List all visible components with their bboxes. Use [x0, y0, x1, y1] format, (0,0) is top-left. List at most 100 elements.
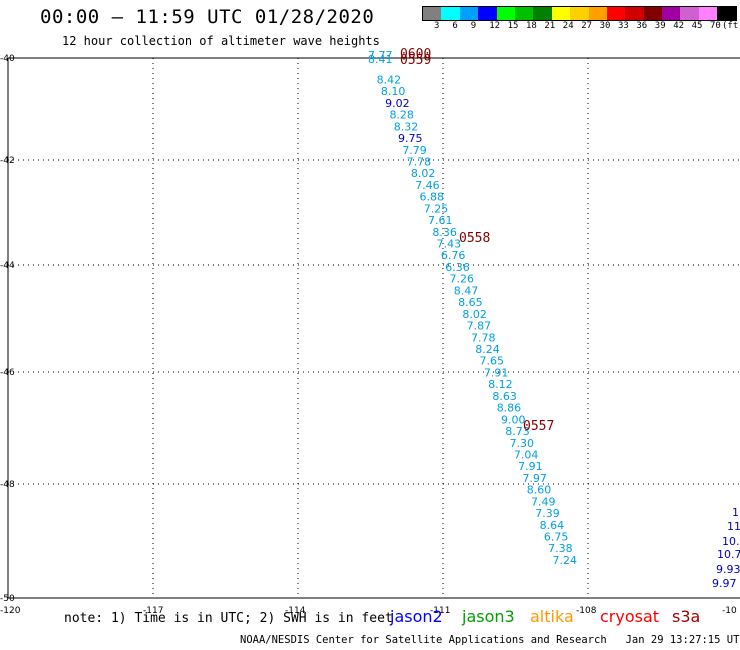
wave-height-value: 8.60 — [527, 484, 552, 497]
legend-swatch — [441, 7, 460, 20]
wave-height-value: 7.26 — [450, 273, 475, 286]
wave-height-value: 8.86 — [497, 402, 522, 415]
wave-height-value: 7.78 — [471, 331, 496, 344]
wave-height-value: 6.88 — [419, 191, 444, 204]
lon-tick-label: -114 — [285, 606, 306, 616]
legend-label: 27 — [581, 21, 593, 31]
wave-height-value: 9.93 — [716, 563, 740, 576]
legend-label: 15 — [507, 21, 519, 31]
wave-height-value: 9.00 — [501, 413, 526, 426]
wave-height-value: 7.39 — [535, 507, 560, 520]
wave-height-value: 6.75 — [544, 531, 569, 544]
wave-height-value: 8.47 — [454, 284, 479, 297]
wave-height-value: 6.76 — [441, 249, 466, 262]
wave-height-value: 10.7 — [717, 548, 740, 561]
wave-height-value: 8.02 — [462, 308, 487, 321]
wave-height-value: 7.91 — [484, 366, 509, 379]
credit-line: NOAA/NESDIS Center for Satellite Applica… — [240, 634, 740, 646]
wave-height-value: 1 — [732, 506, 739, 519]
wave-height-value: 8.42 — [377, 73, 402, 86]
lon-tick-label: -117 — [143, 606, 163, 616]
lat-tick-label: -44 — [0, 261, 15, 271]
wave-height-value: 8.24 — [475, 343, 500, 356]
legend-label: 33 — [618, 21, 629, 31]
wave-height-value: 7.46 — [415, 179, 440, 192]
wave-height-value: 7.25 — [424, 202, 449, 215]
legend-label: 3 — [434, 21, 440, 31]
legend-swatch — [662, 7, 681, 20]
legend-label: 30 — [599, 21, 611, 31]
legend-swatch — [514, 7, 534, 20]
legend-label: 45 — [691, 21, 703, 31]
wave-height-value: 9.75 — [398, 132, 423, 145]
wave-height-value: 11 — [727, 520, 740, 533]
legend-swatch — [496, 7, 515, 20]
legend-swatch — [643, 7, 663, 20]
legend-swatch — [459, 7, 479, 20]
wave-height-value: 7.78 — [407, 155, 432, 168]
lon-tick-label: -120 — [0, 606, 21, 616]
legend-swatch — [570, 7, 589, 20]
satellite-label: s3a — [672, 607, 701, 626]
legend-swatch — [606, 7, 626, 20]
satellite-label: altika — [530, 607, 574, 626]
time-label: 0557 — [523, 419, 554, 434]
wave-height-value: 8.02 — [411, 167, 436, 180]
footer-note: note: 1) Time is in UTC; 2) SWH is in fe… — [64, 611, 393, 626]
wave-height-value: 8.73 — [505, 425, 530, 438]
legend-swatch — [625, 7, 644, 20]
wave-height-value: 7.24 — [552, 554, 577, 567]
wave-height-value: 7.38 — [548, 542, 573, 555]
legend-swatch — [551, 7, 571, 20]
legend-label: 39 — [654, 21, 666, 31]
wave-height-value: 8.28 — [389, 109, 414, 122]
wave-height-value: 7.77 — [368, 49, 393, 62]
lat-tick-label: -50 — [0, 594, 15, 604]
satellite-label: jason3 — [462, 607, 515, 626]
color-scale-legend — [422, 6, 737, 21]
wave-height-value: 9.97 — [712, 577, 737, 590]
chart-subtitle: 12 hour collection of altimeter wave hei… — [62, 34, 380, 48]
satellite-label: jason2 — [390, 607, 443, 626]
legend-swatch — [698, 7, 718, 20]
wave-height-value: 7.30 — [510, 437, 535, 450]
legend-label: 6 — [452, 21, 458, 31]
wave-height-value: 7.04 — [514, 448, 539, 461]
legend-label: 21 — [544, 21, 556, 31]
time-label: 0559 — [400, 53, 431, 68]
wave-height-value: 6.36 — [445, 261, 470, 274]
time-label: 0558 — [459, 231, 490, 246]
lon-tick-label: -108 — [576, 606, 597, 616]
wave-height-value: 8.41 — [368, 53, 393, 66]
legend-swatch — [588, 7, 607, 20]
wave-height-value: 7.49 — [531, 495, 556, 508]
wave-height-value: 7.43 — [437, 238, 462, 251]
wave-height-value: 7.97 — [522, 472, 547, 485]
legend-swatch — [478, 7, 497, 20]
wave-height-value: 10. — [722, 535, 740, 548]
legend-label: 18 — [526, 21, 537, 31]
wave-height-value: 7.65 — [480, 355, 505, 368]
legend-swatch — [717, 7, 736, 20]
lat-tick-label: -48 — [0, 480, 15, 490]
wave-height-value: 7.79 — [402, 144, 427, 157]
wave-height-value: 8.10 — [381, 85, 406, 98]
wave-height-value: 8.63 — [492, 390, 517, 403]
wave-height-value: 7.87 — [467, 320, 492, 333]
legend-swatch — [423, 7, 442, 20]
legend-label: 12 — [489, 21, 501, 31]
wave-height-value: 8.12 — [488, 378, 513, 391]
legend-label: 36 — [636, 21, 648, 31]
wave-height-value: 8.36 — [432, 226, 457, 239]
legend-label: 9 — [470, 21, 477, 31]
legend-unit: (ft) — [722, 21, 740, 31]
wave-height-value: 7.91 — [518, 460, 543, 473]
legend-label: 70 — [710, 21, 721, 31]
legend-swatch — [680, 7, 699, 20]
wave-height-value: 9.02 — [385, 97, 410, 110]
legend-label: 42 — [673, 21, 685, 31]
lat-tick-label: -46 — [0, 368, 15, 378]
lon-tick-label: -111 — [430, 606, 450, 616]
